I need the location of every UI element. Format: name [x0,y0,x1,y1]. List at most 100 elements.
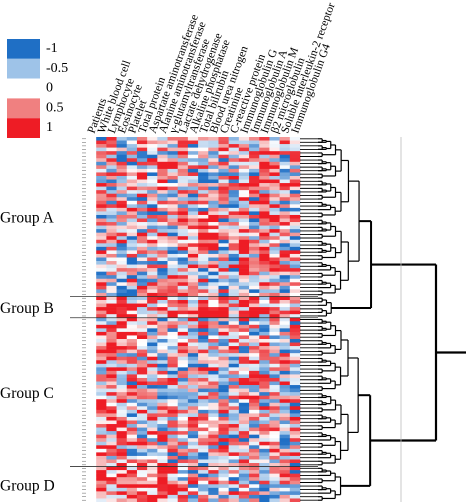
heatmap-cell [259,137,270,141]
heatmap-cell [279,491,291,496]
heatmap-cell [198,296,209,301]
heatmap-cell [96,413,107,418]
heatmap-cell [86,385,97,389]
heatmap-cell [126,321,138,326]
heatmap-cell [279,342,291,347]
heatmap-cell [167,303,179,308]
heatmap-cell [136,470,148,474]
heatmap-cell [157,275,168,280]
heatmap-cell [198,225,209,230]
heatmap-cell [86,342,97,347]
heatmap-cell [187,229,199,233]
heatmap-cell [259,172,270,177]
heatmap-cell [259,264,270,269]
heatmap-cell [289,285,301,290]
heatmap-cell [269,367,280,372]
heatmap-cell [136,317,148,322]
heatmap-cell [106,236,117,241]
heatmap-cell [198,151,209,156]
heatmap-cell [136,349,148,354]
heatmap-cell [86,222,97,226]
heatmap-cell [208,491,219,496]
heatmap-cell [136,463,148,467]
heatmap-cell [96,158,107,163]
heatmap-cell [177,204,189,209]
heatmap-cell [96,409,107,414]
heatmap-cell [126,413,138,418]
heatmap-cell [106,491,117,496]
heatmap-cell [106,406,117,411]
heatmap-cell [177,377,189,382]
heatmap-cell [106,377,117,382]
heatmap-cell [116,296,128,301]
heatmap-cell [279,360,291,365]
heatmap-cell [187,292,199,297]
heatmap-cell [86,204,97,209]
heatmap-cell [147,303,158,308]
heatmap-cell [208,402,219,407]
heatmap-cell [249,402,260,407]
heatmap-cell [289,473,301,478]
heatmap-cell [157,441,168,446]
heatmap-cell [157,321,168,326]
heatmap-cell [136,402,148,407]
heatmap-cell [259,197,270,202]
heatmap-cell [218,402,229,407]
heatmap-cell [187,338,199,343]
heatmap-cell [269,434,280,439]
heatmap-cell [208,158,219,163]
heatmap-cell [187,246,199,251]
heatmap-cell [167,289,179,294]
heatmap-cell [249,445,260,450]
heatmap-cell [208,200,219,205]
heatmap-cell [187,480,199,485]
heatmap-cell [157,303,168,308]
heatmap-cell [198,204,209,209]
heatmap-cell [177,385,189,389]
heatmap-cell [198,275,209,280]
heatmap-cell [218,346,229,350]
heatmap-cell [198,243,209,248]
heatmap-cell [279,448,291,453]
heatmap-cell [269,349,280,354]
heatmap-cell [198,455,209,460]
heatmap-cell [116,370,128,375]
heatmap-cell [198,370,209,375]
heatmap-cell [96,477,107,482]
heatmap-cell [106,307,117,311]
heatmap-cell [167,257,179,262]
heatmap-cell [259,463,270,467]
heatmap-cell [218,377,229,382]
heatmap-cell [136,271,148,276]
heatmap-cell [106,229,117,233]
heatmap-cell [269,207,280,212]
heatmap-cell [208,303,219,308]
heatmap-cell [198,392,209,396]
heatmap-cell [249,335,260,340]
heatmap-cell [136,374,148,379]
heatmap-cell [238,175,250,180]
heatmap-cell [157,335,168,340]
heatmap-cell [106,218,117,223]
heatmap-cell [228,179,240,184]
heatmap-cell [228,310,240,315]
heatmap-cell [289,250,301,255]
heatmap-cell [218,197,229,202]
heatmap-cell [116,395,128,400]
heatmap-cell [249,285,260,290]
heatmap-cell [279,395,291,400]
heatmap-cell [259,236,270,241]
heatmap-cell [238,466,250,471]
heatmap-cell [269,246,280,251]
heatmap-cell [198,487,209,492]
group-label: Group D [0,477,55,494]
heatmap-cell [167,431,179,435]
heatmap-cell [86,140,97,145]
heatmap-cell [177,179,189,184]
heatmap-cell [157,353,168,358]
heatmap-cell [198,222,209,226]
heatmap-cell [269,275,280,280]
heatmap-cell [238,207,250,212]
heatmap-cell [187,257,199,262]
